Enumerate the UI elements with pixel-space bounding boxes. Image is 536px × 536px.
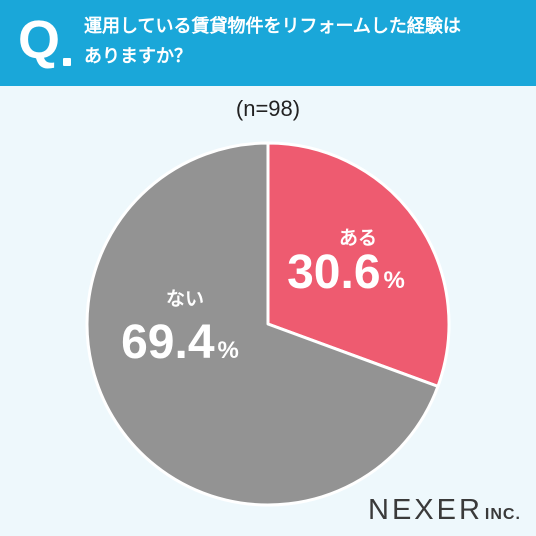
slice-label-2: ない: [166, 288, 204, 310]
brand-logo: NEXER INC.: [368, 494, 521, 527]
pie-slice-1: [266, 141, 451, 388]
sample-size: (n=98): [235, 96, 301, 121]
q-dot: [63, 58, 71, 66]
slice-label-1: ある: [339, 227, 377, 249]
slice-value-1: 30.6%: [287, 246, 405, 299]
question-text-line1: 運用している賃貸物件をリフォームした経験は: [84, 16, 461, 37]
brand-suffix: INC.: [484, 506, 521, 523]
question-header: Q 運用している賃貸物件をリフォームした経験は ありますか？: [0, 0, 536, 86]
q-mark: Q: [18, 10, 61, 70]
pie-slice-2: [85, 141, 440, 507]
slice-value-2: 69.4%: [121, 316, 239, 369]
question-text-line2: ありますか？: [84, 46, 192, 67]
brand-name: NEXER: [368, 494, 483, 526]
